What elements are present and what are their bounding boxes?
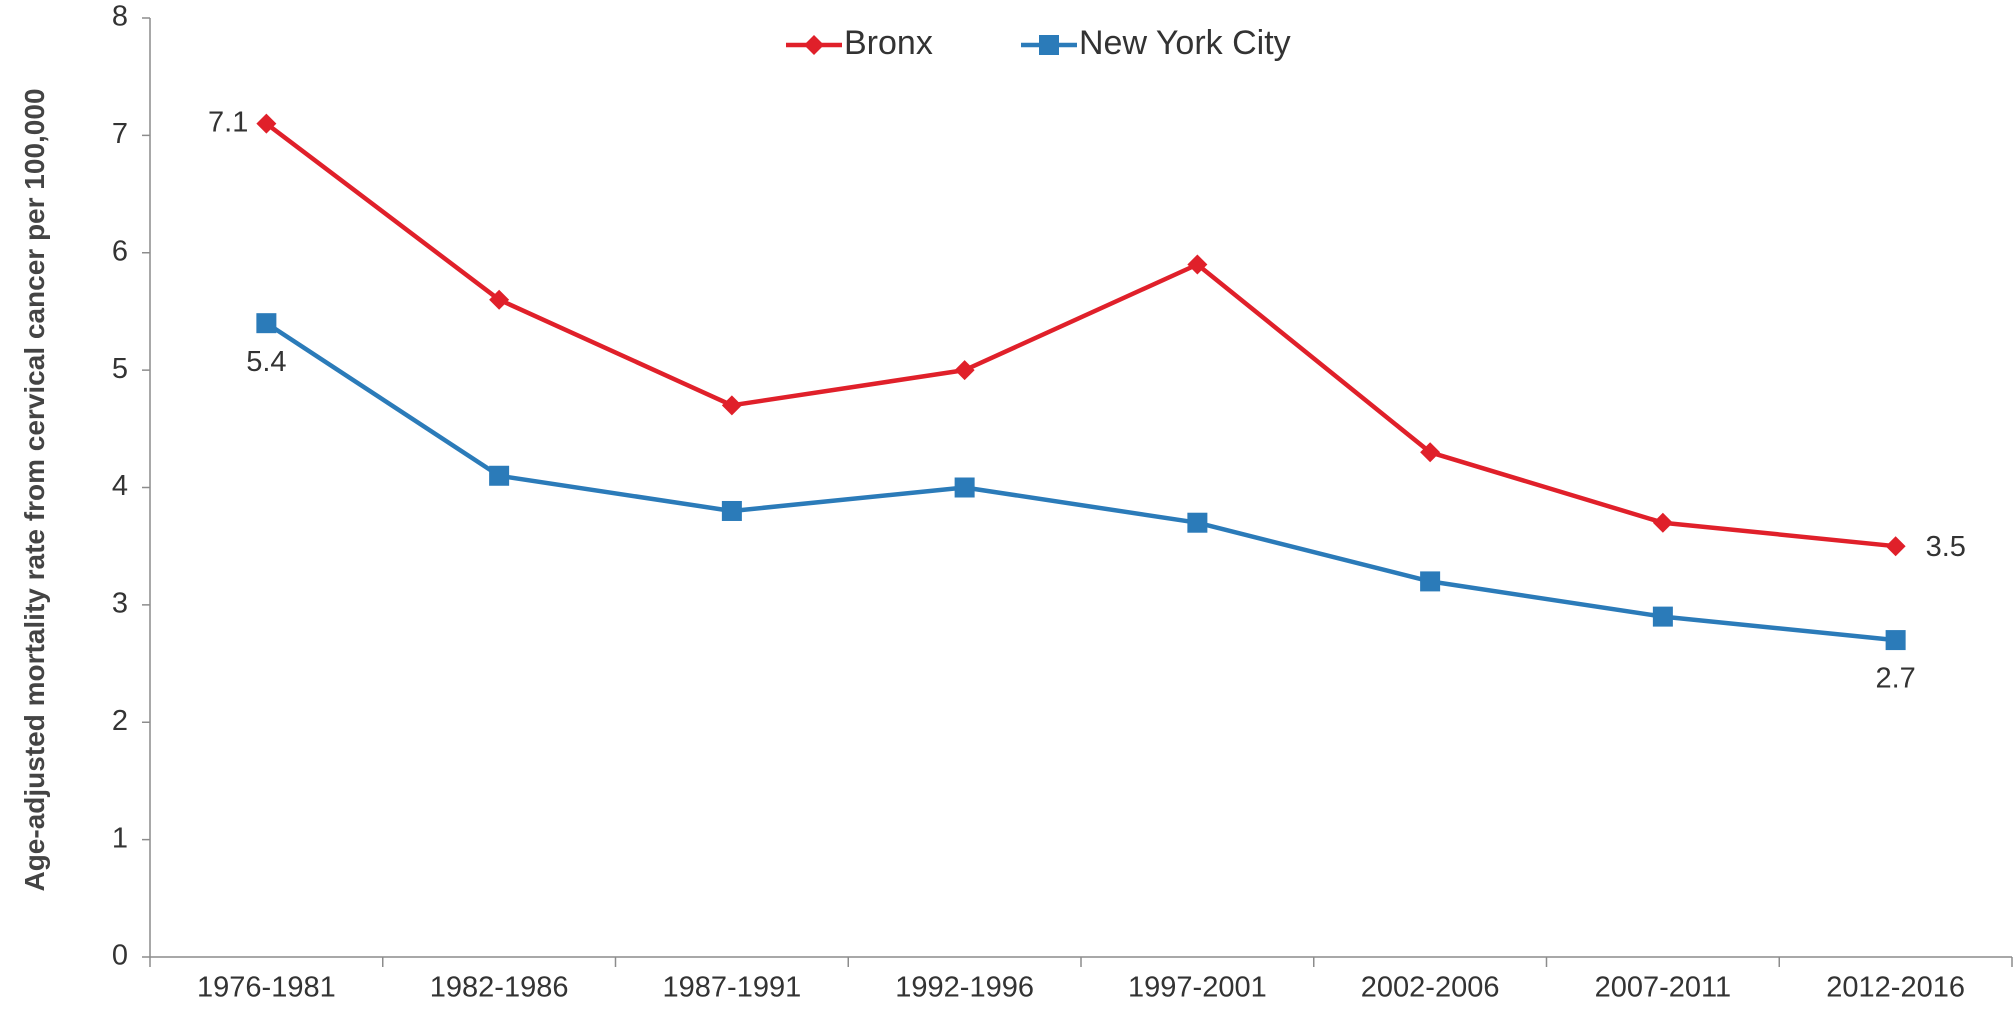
- x-tick-label: 2007-2011: [1595, 972, 1732, 1004]
- marker: [1039, 35, 1059, 55]
- y-tick-label: 5: [112, 353, 128, 385]
- series-line: [265, 321, 1896, 643]
- x-tick-label: 1992-1996: [895, 972, 1034, 1004]
- y-tick-label: 1: [112, 822, 128, 854]
- marker: [721, 395, 742, 416]
- data-label: 2.7: [1875, 663, 1915, 695]
- y-tick-label: 0: [112, 940, 128, 972]
- marker: [1885, 536, 1906, 557]
- x-tick-label: 1997-2001: [1128, 972, 1267, 1004]
- x-tick-label: 1987-1991: [663, 972, 802, 1004]
- x-tick-label: 1982-1986: [430, 972, 569, 1004]
- marker: [1187, 512, 1208, 533]
- y-tick-label: 4: [112, 470, 128, 502]
- marker: [954, 360, 975, 381]
- y-tick-label: 7: [112, 118, 128, 150]
- marker: [489, 289, 510, 310]
- marker: [1420, 442, 1441, 463]
- marker: [1885, 630, 1906, 651]
- x-tick-label: 1976-1981: [197, 972, 336, 1004]
- x-tick-label: 2002-2006: [1361, 972, 1500, 1004]
- data-label: 5.4: [246, 346, 286, 378]
- marker: [1652, 512, 1673, 533]
- marker: [1187, 254, 1208, 275]
- marker: [489, 465, 510, 486]
- marker: [804, 35, 824, 55]
- y-tick-label: 3: [112, 588, 128, 620]
- y-tick-label: 8: [112, 1, 128, 33]
- marker: [721, 500, 742, 521]
- data-label: 3.5: [1926, 531, 1966, 563]
- series-line: [265, 121, 1896, 549]
- data-label: 7.1: [208, 106, 248, 138]
- y-tick-label: 2: [112, 705, 128, 737]
- marker: [256, 313, 277, 334]
- marker: [1652, 606, 1673, 627]
- legend-label: Bronx: [844, 24, 933, 62]
- marker: [256, 113, 277, 134]
- marker: [954, 477, 975, 498]
- legend-label: New York City: [1079, 24, 1291, 62]
- marker: [1420, 571, 1441, 592]
- y-tick-label: 6: [112, 235, 128, 267]
- y-axis-label: Age-adjusted mortality rate from cervica…: [19, 88, 50, 892]
- x-tick-label: 2012-2016: [1826, 972, 1965, 1004]
